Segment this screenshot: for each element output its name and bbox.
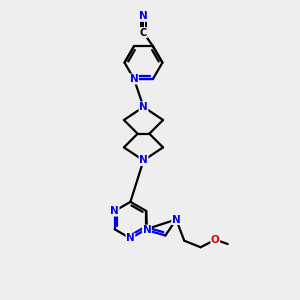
Text: N: N [139, 155, 148, 165]
Text: N: N [139, 102, 148, 112]
Text: C: C [140, 28, 147, 38]
Text: N: N [110, 206, 119, 216]
Text: N: N [126, 233, 135, 243]
Text: N: N [172, 214, 181, 224]
Text: O: O [211, 235, 220, 245]
Text: N: N [142, 225, 151, 235]
Text: N: N [130, 74, 138, 84]
Text: N: N [139, 11, 148, 21]
